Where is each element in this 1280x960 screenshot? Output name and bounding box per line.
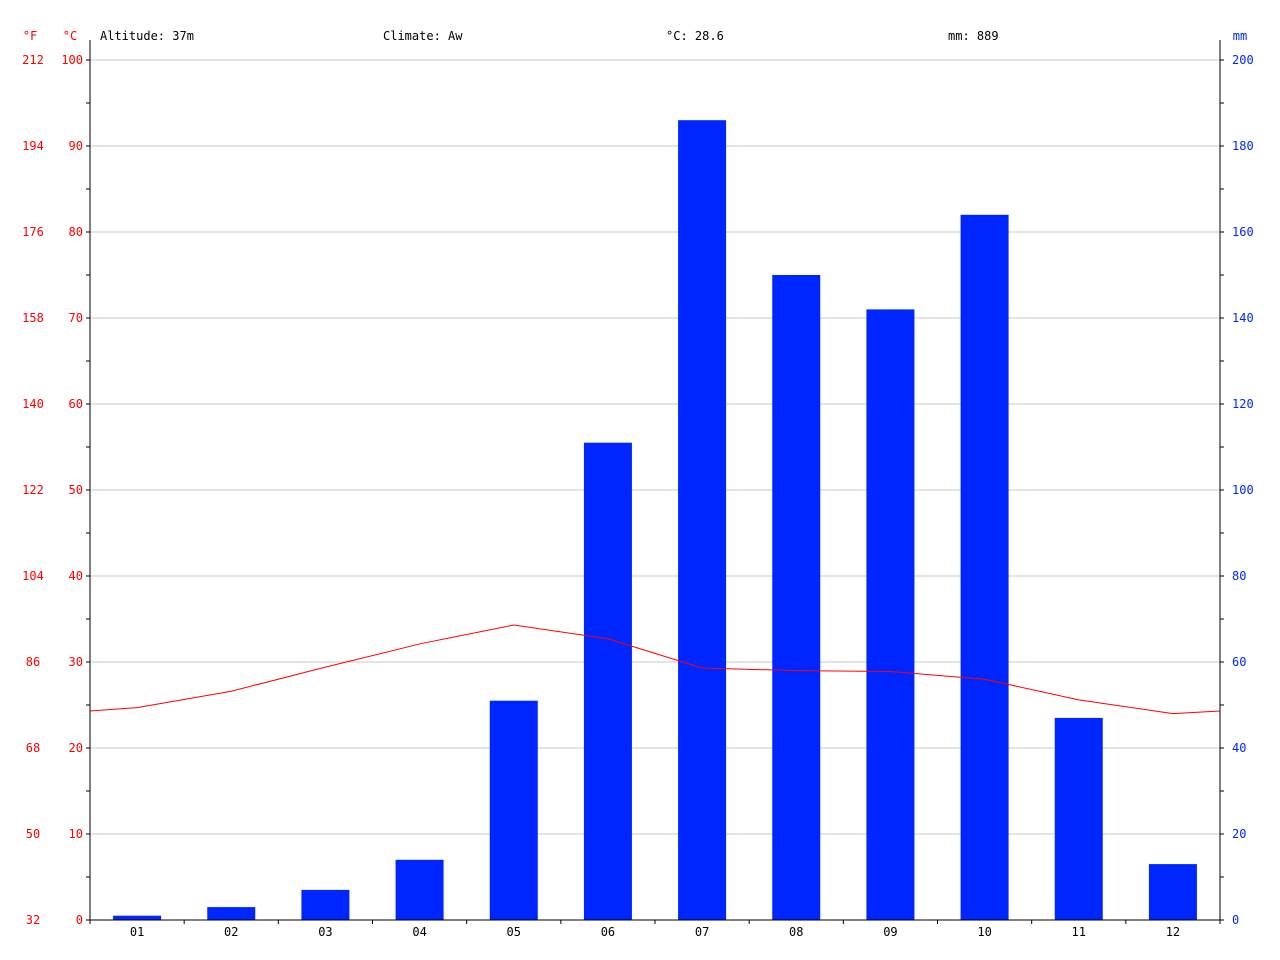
header-altitude: Altitude: 37m xyxy=(100,29,194,43)
month-tick-label: 01 xyxy=(130,925,144,939)
fahrenheit-tick-label: 86 xyxy=(26,655,40,669)
mm-tick-label: 80 xyxy=(1232,569,1246,583)
fahrenheit-tick-label: 32 xyxy=(26,913,40,927)
celsius-axis-label: °C xyxy=(63,29,77,43)
axes xyxy=(86,40,1224,924)
fahrenheit-tick-label: 176 xyxy=(22,225,44,239)
precip-bar xyxy=(395,859,444,920)
celsius-tick-label: 60 xyxy=(69,397,83,411)
month-tick-label: 11 xyxy=(1072,925,1086,939)
precip-bar xyxy=(489,700,538,920)
mm-tick-label: 60 xyxy=(1232,655,1246,669)
mm-tick-label: 20 xyxy=(1232,827,1246,841)
precip-bar xyxy=(1054,717,1103,920)
precip-bar xyxy=(1148,864,1197,920)
precip-bar xyxy=(583,442,632,920)
fahrenheit-tick-label: 68 xyxy=(26,741,40,755)
header-climate: Climate: Aw xyxy=(383,29,463,43)
month-tick-label: 05 xyxy=(507,925,521,939)
grid-lines xyxy=(90,59,1220,835)
precip-bar xyxy=(207,907,256,920)
precipitation-bars xyxy=(113,120,1197,921)
precip-bar xyxy=(866,309,915,920)
month-tick-label: 02 xyxy=(224,925,238,939)
celsius-tick-label: 100 xyxy=(61,53,83,67)
month-tick-label: 03 xyxy=(318,925,332,939)
celsius-tick-label: 50 xyxy=(69,483,83,497)
mm-tick-label: 40 xyxy=(1232,741,1246,755)
celsius-tick-label: 40 xyxy=(69,569,83,583)
fahrenheit-tick-label: 50 xyxy=(26,827,40,841)
mm-tick-label: 0 xyxy=(1232,913,1239,927)
precip-bar xyxy=(113,915,162,920)
celsius-tick-label: 90 xyxy=(69,139,83,153)
month-tick-label: 08 xyxy=(789,925,803,939)
mm-tick-label: 140 xyxy=(1232,311,1254,325)
fahrenheit-tick-label: 194 xyxy=(22,139,44,153)
precip-bar xyxy=(301,889,350,920)
temperature-line-group xyxy=(89,624,1221,715)
fahrenheit-tick-label: 104 xyxy=(22,569,44,583)
celsius-tick-label: 0 xyxy=(76,913,83,927)
celsius-tick-label: 30 xyxy=(69,655,83,669)
mm-tick-label: 160 xyxy=(1232,225,1254,239)
month-tick-label: 07 xyxy=(695,925,709,939)
mm-tick-label: 200 xyxy=(1232,53,1254,67)
celsius-tick-label: 20 xyxy=(69,741,83,755)
header-temp-avg: °C: 28.6 xyxy=(666,29,724,43)
header-precip-total: mm: 889 xyxy=(948,29,999,43)
month-tick-label: 04 xyxy=(412,925,426,939)
mm-tick-label: 120 xyxy=(1232,397,1254,411)
month-tick-label: 09 xyxy=(883,925,897,939)
fahrenheit-tick-label: 212 xyxy=(22,53,44,67)
fahrenheit-tick-label: 158 xyxy=(22,311,44,325)
mm-axis-label: mm xyxy=(1233,29,1247,43)
precip-bar xyxy=(960,214,1009,921)
mm-tick-label: 180 xyxy=(1232,139,1254,153)
month-tick-label: 12 xyxy=(1166,925,1180,939)
celsius-tick-label: 80 xyxy=(69,225,83,239)
precip-bar xyxy=(678,120,727,920)
fahrenheit-tick-label: 122 xyxy=(22,483,44,497)
fahrenheit-axis-label: °F xyxy=(23,29,37,43)
fahrenheit-tick-label: 140 xyxy=(22,397,44,411)
mm-tick-label: 100 xyxy=(1232,483,1254,497)
month-tick-label: 06 xyxy=(601,925,615,939)
temperature-line xyxy=(89,624,1221,715)
precip-bar xyxy=(772,275,821,920)
month-tick-label: 10 xyxy=(977,925,991,939)
celsius-tick-label: 70 xyxy=(69,311,83,325)
celsius-tick-label: 10 xyxy=(69,827,83,841)
